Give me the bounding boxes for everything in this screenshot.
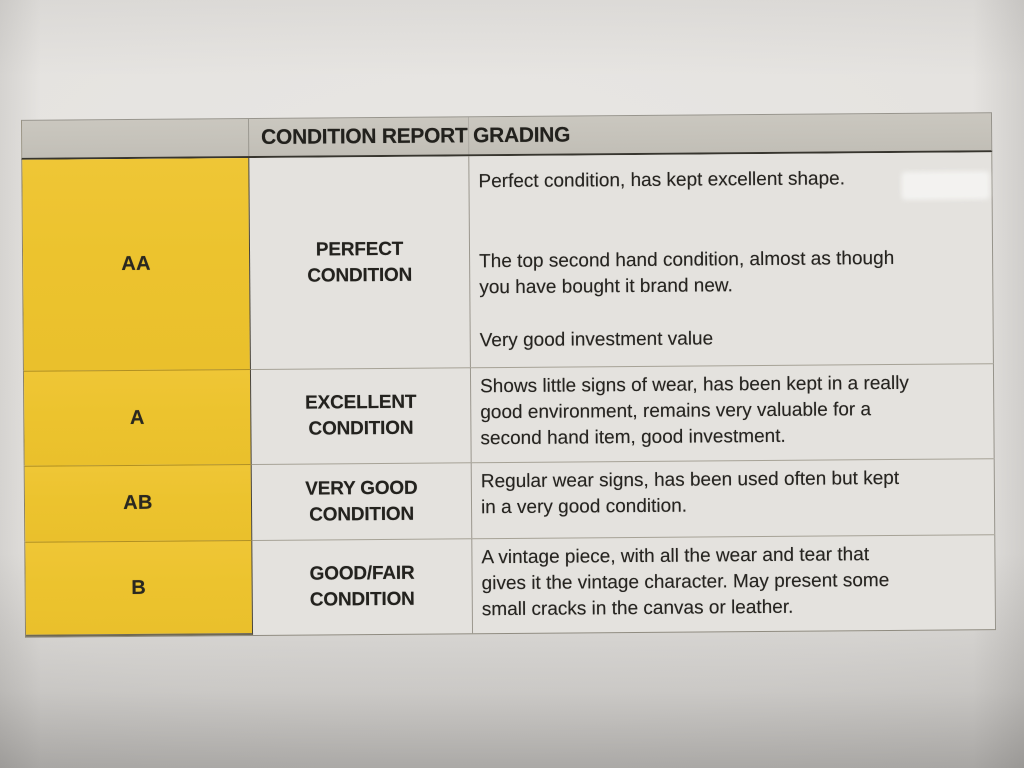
condition-name-a: EXCELLENT CONDITION <box>250 367 472 465</box>
grade-cell-ab: AB <box>24 464 253 542</box>
condition-grading-table: CONDITION REPORT GRADING AA PERFECT COND… <box>20 112 997 638</box>
description-paragraph: A vintage piece, with all the wear and t… <box>481 544 890 621</box>
description-paragraph: Shows little signs of wear, has been kep… <box>480 372 909 450</box>
table-title: CONDITION REPORT GRADING <box>261 123 571 149</box>
grade-cell-aa: AA <box>22 158 251 371</box>
table-row-a: A EXCELLENT CONDITION Shows little signs… <box>22 363 995 466</box>
condition-name-aa: PERFECT CONDITION <box>249 156 471 370</box>
condition-name-ab: VERY GOOD CONDITION <box>251 462 473 541</box>
description-cell-ab: Regular wear signs, has been used often … <box>471 458 995 539</box>
table-row-b: B GOOD/FAIR CONDITION A vintage piece, w… <box>24 534 997 638</box>
condition-name-b: GOOD/FAIR CONDITION <box>252 538 474 636</box>
grade-cell-b: B <box>25 540 254 637</box>
description-cell-b: A vintage piece, with all the wear and t… <box>472 534 996 634</box>
table-row-aa: AA PERFECT CONDITION Perfect condition, … <box>21 152 994 371</box>
header-corner-cell <box>21 119 250 158</box>
table-row-ab: AB VERY GOOD CONDITION Regular wear sign… <box>23 458 996 542</box>
description-paragraph: Very good investment value <box>479 328 714 352</box>
description-paragraph: Regular wear signs, has been used often … <box>480 467 900 519</box>
description-paragraph: The top second hand condition, almost as… <box>479 247 895 299</box>
description-cell-a: Shows little signs of wear, has been kep… <box>470 363 994 463</box>
header-title-cell: CONDITION REPORT GRADING <box>249 113 991 156</box>
whiteout-correction-mark <box>901 171 990 200</box>
grade-cell-a: A <box>23 369 252 466</box>
